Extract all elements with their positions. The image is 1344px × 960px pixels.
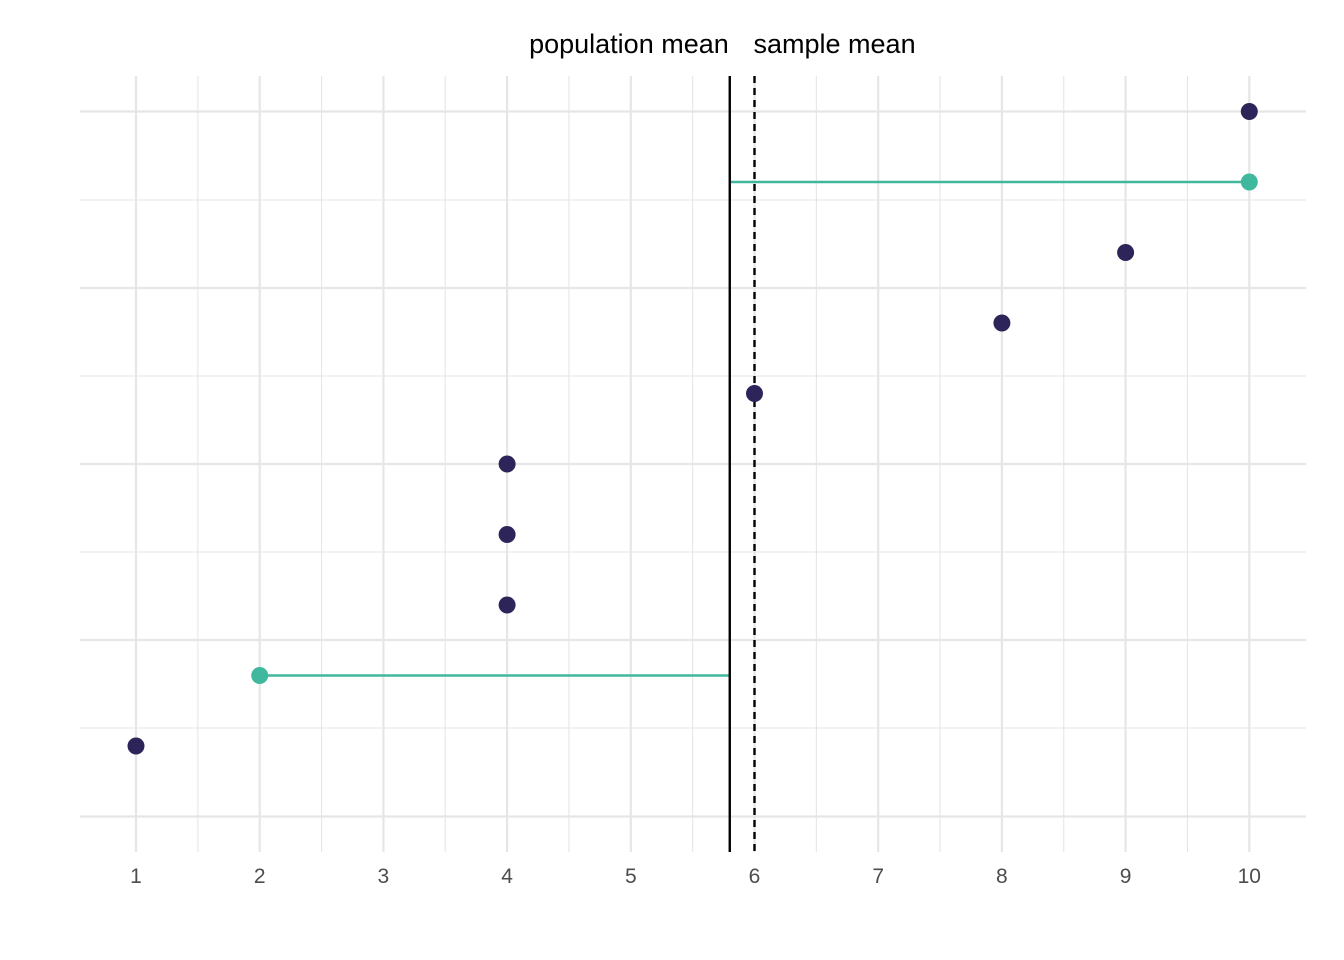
data-point: [498, 596, 516, 614]
x-tick-label: 2: [254, 865, 266, 888]
highlighted-point: [1240, 173, 1258, 191]
data-points: [127, 103, 1258, 755]
data-point: [993, 314, 1011, 332]
x-tick-label: 5: [625, 865, 637, 888]
x-tick-label: 10: [1238, 865, 1261, 888]
data-point: [1240, 103, 1258, 120]
sample-mean-label: sample mean: [754, 29, 916, 59]
x-tick-label: 6: [749, 865, 761, 888]
population-mean-label: population mean: [529, 29, 729, 59]
minor-gridlines-y: [80, 199, 1306, 729]
x-tick-label: 9: [1120, 865, 1132, 888]
data-point: [498, 526, 516, 543]
x-tick-label: 4: [501, 865, 513, 888]
data-point: [127, 737, 145, 755]
data-point: [746, 385, 763, 402]
x-tick-label: 3: [378, 865, 390, 888]
x-tick-label: 1: [130, 865, 142, 888]
major-gridlines-y: [80, 110, 1306, 818]
x-tick-label: 7: [872, 865, 884, 888]
deviation-segments: [259, 180, 1250, 677]
data-point: [1117, 244, 1135, 261]
x-tick-label: 8: [996, 865, 1008, 888]
mean-lines: [728, 76, 756, 852]
highlighted-point: [251, 667, 269, 684]
data-point: [498, 455, 516, 473]
x-axis-tick-labels: 1 2 3 4 5 6 7 8 9 10: [130, 865, 1261, 888]
